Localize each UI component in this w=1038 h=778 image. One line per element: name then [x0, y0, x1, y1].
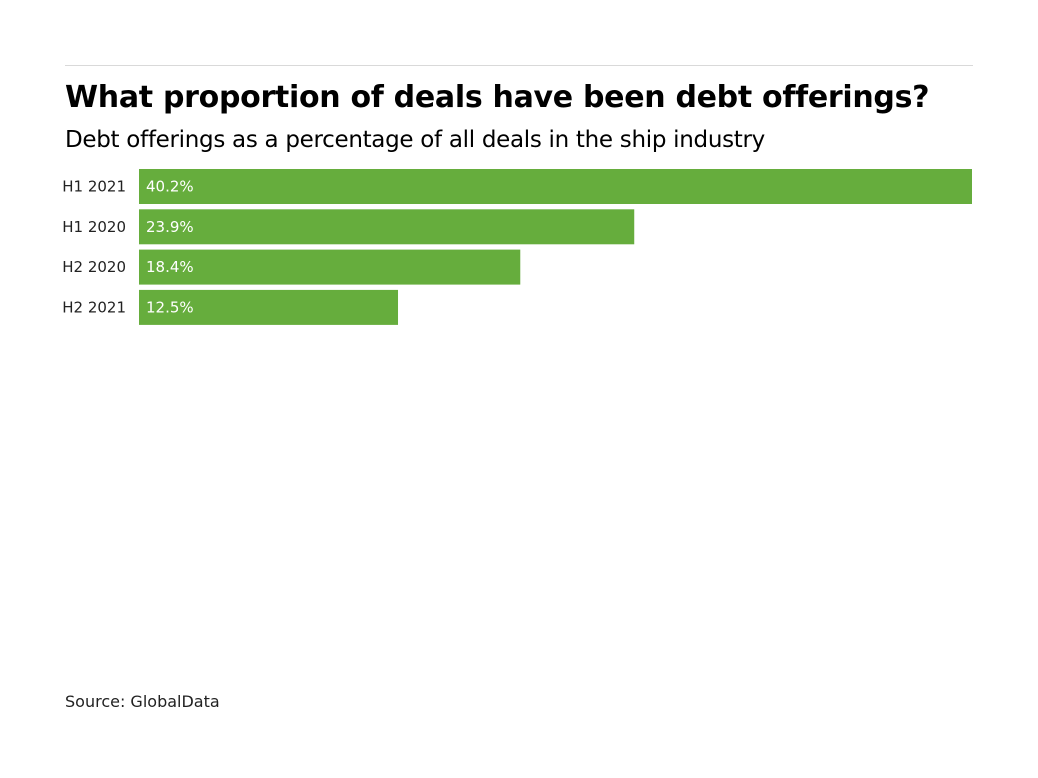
- bar-value-label: 23.9%: [146, 218, 194, 236]
- chart-title: What proportion of deals have been debt …: [65, 80, 930, 115]
- bar-h1-2021: [139, 169, 972, 204]
- bar-h1-2020: [139, 209, 635, 245]
- bar-value-label: 40.2%: [146, 178, 194, 196]
- bar-h2-2020: [139, 249, 521, 285]
- category-label: H2 2020: [62, 258, 126, 276]
- top-divider: [65, 65, 973, 66]
- bar-value-label: 18.4%: [146, 258, 194, 276]
- chart-subtitle: Debt offerings as a percentage of all de…: [65, 127, 765, 153]
- category-label: H2 2021: [62, 298, 126, 316]
- bar-value-label: 12.5%: [146, 298, 194, 316]
- source-note: Source: GlobalData: [65, 692, 220, 711]
- category-label: H1 2021: [62, 178, 126, 196]
- category-label: H1 2020: [62, 218, 126, 236]
- bar-h2-2021: [139, 289, 399, 325]
